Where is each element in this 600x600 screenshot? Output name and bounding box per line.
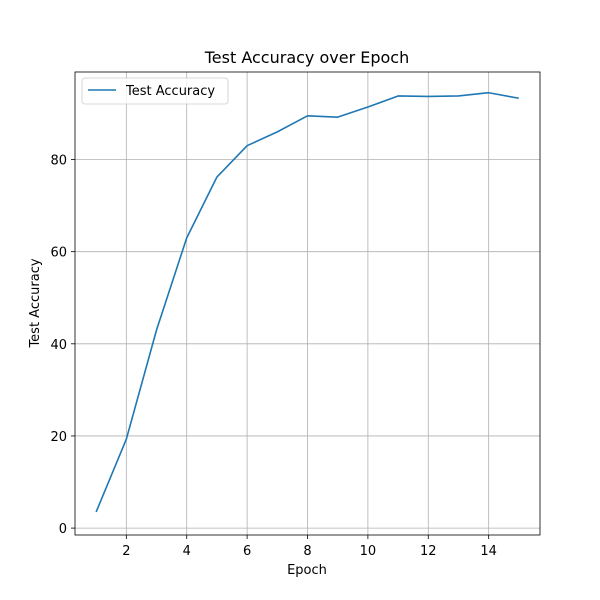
y-tick-label: 20 [50, 430, 67, 445]
x-tick-label: 4 [183, 544, 191, 559]
y-tick-label: 60 [50, 246, 67, 261]
grid [75, 72, 540, 535]
x-tick-label: 2 [122, 544, 130, 559]
y-axis-title: Test Accuracy [28, 258, 43, 348]
x-axis-title: Epoch [287, 563, 327, 578]
legend-label-test-accuracy: Test Accuracy [125, 84, 215, 99]
legend-box [81, 77, 229, 105]
series-line-test-accuracy [95, 91, 520, 513]
y-tick-label: 0 [59, 522, 67, 537]
y-tick-label: 80 [50, 154, 67, 169]
x-tick-label: 14 [480, 544, 497, 559]
x-tick-label: 10 [360, 544, 377, 559]
y-tick-label: 40 [50, 338, 67, 353]
chart-title: Test Accuracy over Epoch [204, 48, 409, 67]
legend: Test Accuracy [81, 77, 229, 105]
x-tick-label: 6 [243, 544, 251, 559]
x-axis-ticks: 2 4 6 8 10 12 14 [122, 535, 497, 559]
y-axis-ticks: 0 20 40 60 80 [50, 154, 75, 537]
series-layer [95, 91, 520, 513]
x-tick-label: 12 [420, 544, 437, 559]
x-tick-label: 8 [303, 544, 311, 559]
